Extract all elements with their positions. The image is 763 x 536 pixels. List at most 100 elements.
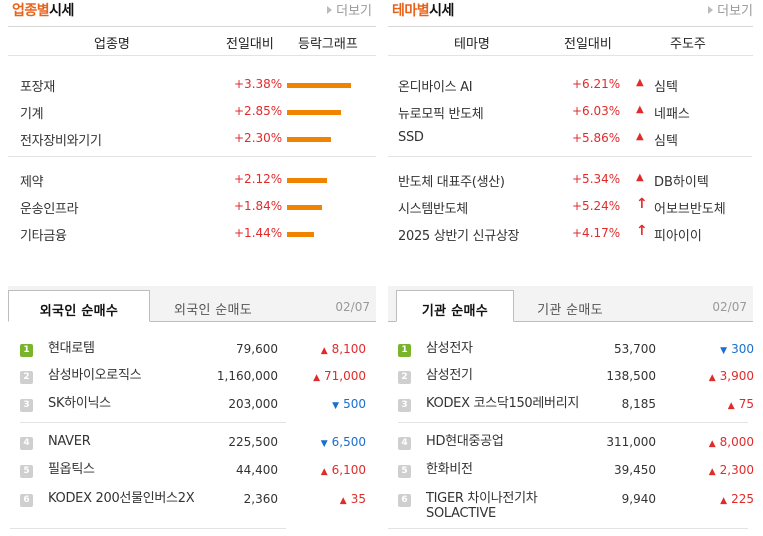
theme-rate: +6.21%: [572, 77, 621, 91]
industry-title[interactable]: 업종별시세: [12, 0, 74, 20]
change-value: 6,500: [331, 435, 366, 449]
theme-lead-stock[interactable]: 심텍: [654, 80, 678, 95]
industry-change-bar: [287, 137, 331, 142]
row-divider: [8, 156, 376, 157]
foreign-stock-name[interactable]: 현대로템: [48, 341, 95, 356]
institution-change: ▲ 225: [720, 492, 754, 506]
row-divider: [20, 422, 286, 423]
theme-row[interactable]: SSD +5.86% ▲ 심텍: [398, 128, 758, 152]
institution-row[interactable]: 6 TIGER 차이나전기차SOLACTIVE 9,940 ▲ 225: [398, 488, 754, 521]
triangle-right-icon: [708, 6, 714, 14]
institution-price: 39,450: [614, 463, 656, 477]
tab-foreign-buy[interactable]: 외국인 순매수: [8, 290, 150, 322]
rank-badge: 3: [398, 399, 411, 412]
institution-stock-name[interactable]: KODEX 코스닥150레버리지: [426, 396, 580, 411]
industry-row[interactable]: 운송인프라 +1.84%: [20, 196, 360, 220]
institution-price: 9,940: [621, 492, 656, 506]
row-divider: [10, 528, 286, 529]
tab-institution-sell[interactable]: 기관 순매도: [537, 303, 603, 318]
theme-lead-stock[interactable]: 심텍: [654, 134, 678, 149]
tab-institution-buy[interactable]: 기관 순매수: [396, 290, 514, 322]
theme-name[interactable]: 반도체 대표주(생산): [398, 175, 505, 190]
col-industry-name: 업종명: [94, 37, 130, 52]
theme-name[interactable]: 온디바이스 AI: [398, 80, 473, 95]
industry-row[interactable]: 기타금융 +1.44%: [20, 223, 360, 247]
industry-name[interactable]: 기계: [20, 107, 44, 122]
institution-row[interactable]: 3 KODEX 코스닥150레버리지 8,185 ▲ 75: [398, 393, 754, 419]
industry-row[interactable]: 기계 +2.85%: [20, 101, 360, 125]
industry-name[interactable]: 전자장비와기기: [20, 134, 102, 149]
theme-lead-stock[interactable]: 어보브반도체: [654, 202, 726, 217]
more-label: 더보기: [336, 4, 372, 19]
foreign-change: ▼ 500: [332, 397, 366, 411]
institution-date: 02/07: [712, 300, 747, 314]
foreign-row[interactable]: 2 삼성바이오로직스 1,160,000 ▲ 71,000: [20, 365, 370, 391]
industry-row[interactable]: 제약 +2.12%: [20, 169, 360, 193]
triangle-up-icon: ▲: [708, 439, 716, 449]
theme-row[interactable]: 2025 상반기 신규상장 +4.17% ↑ 피아이이: [398, 223, 758, 247]
industry-name[interactable]: 제약: [20, 175, 44, 190]
foreign-row[interactable]: 6 KODEX 200선물인버스2X 2,360 ▲ 35: [20, 488, 370, 514]
institution-stock-name[interactable]: TIGER 차이나전기차SOLACTIVE: [426, 491, 538, 521]
industry-more-link[interactable]: 더보기: [327, 0, 372, 19]
triangle-up-icon: ▲: [339, 496, 347, 506]
foreign-stock-name[interactable]: NAVER: [48, 434, 91, 449]
institution-price: 8,185: [621, 397, 656, 411]
foreign-stock-name[interactable]: KODEX 200선물인버스2X: [48, 491, 195, 506]
foreign-tabs: 외국인 순매수 외국인 순매도 02/07: [8, 286, 376, 322]
theme-more-link[interactable]: 더보기: [708, 0, 753, 19]
theme-lead-stock[interactable]: DB하이텍: [654, 175, 709, 190]
industry-name[interactable]: 기타금융: [20, 229, 67, 244]
theme-row[interactable]: 뉴로모픽 반도체 +6.03% ▲ 네패스: [398, 101, 758, 125]
theme-lead-stock[interactable]: 피아이이: [654, 229, 702, 244]
institution-row[interactable]: 4 HD현대중공업 311,000 ▲ 8,000: [398, 431, 754, 457]
institution-stock-name[interactable]: 삼성전기: [426, 368, 473, 383]
theme-row[interactable]: 시스템반도체 +5.24% ↑ 어보브반도체: [398, 196, 758, 220]
industry-name[interactable]: 운송인프라: [20, 202, 79, 217]
industry-name[interactable]: 포장재: [20, 80, 55, 95]
theme-header: 테마별시세 더보기: [386, 0, 763, 22]
institution-stock-name[interactable]: HD현대중공업: [426, 434, 504, 449]
theme-row[interactable]: 온디바이스 AI +6.21% ▲ 심텍: [398, 74, 758, 98]
rank-badge: 1: [398, 344, 411, 357]
institution-change: ▲ 2,300: [709, 463, 754, 477]
industry-rate: +1.84%: [234, 199, 283, 213]
institution-row[interactable]: 1 삼성전자 53,700 ▼ 300: [398, 338, 754, 364]
industry-change-bar: [287, 83, 351, 88]
col-theme-name: 테마명: [454, 37, 490, 52]
industry-change-bar: [287, 110, 341, 115]
row-divider: [388, 156, 752, 157]
triangle-up-icon: ▲: [313, 373, 320, 383]
theme-name[interactable]: 2025 상반기 신규상장: [398, 229, 520, 244]
foreign-price: 79,600: [236, 342, 278, 356]
theme-name[interactable]: 뉴로모픽 반도체: [398, 107, 484, 122]
foreign-row[interactable]: 4 NAVER 225,500 ▼ 6,500: [20, 431, 370, 457]
industry-row[interactable]: 포장재 +3.38%: [20, 74, 360, 98]
institution-row[interactable]: 5 한화비전 39,450 ▲ 2,300: [398, 459, 754, 485]
foreign-stock-name[interactable]: 삼성바이오로직스: [48, 368, 142, 383]
institution-stock-name[interactable]: 삼성전자: [426, 341, 473, 356]
industry-header: 업종별시세 더보기: [0, 0, 376, 22]
foreign-row[interactable]: 3 SK하이닉스 203,000 ▼ 500: [20, 393, 370, 419]
rank-badge: 5: [398, 465, 411, 478]
institution-row[interactable]: 2 삼성전기 138,500 ▲ 3,900: [398, 365, 754, 391]
foreign-change: ▲ 8,100: [321, 342, 366, 356]
row-divider: [398, 422, 748, 423]
foreign-row[interactable]: 5 필옵틱스 44,400 ▲ 6,100: [20, 459, 370, 485]
foreign-row[interactable]: 1 현대로템 79,600 ▲ 8,100: [20, 338, 370, 364]
theme-name[interactable]: 시스템반도체: [398, 202, 468, 217]
foreign-stock-name[interactable]: 필옵틱스: [48, 462, 95, 477]
theme-name[interactable]: SSD: [398, 130, 424, 145]
rank-badge: 6: [398, 494, 411, 507]
industry-row[interactable]: 전자장비와기기 +2.30%: [20, 128, 360, 152]
col-graph: 등락그래프: [298, 37, 358, 52]
theme-title[interactable]: 테마별시세: [392, 0, 454, 20]
institution-change: ▲ 75: [728, 397, 754, 411]
theme-row[interactable]: 반도체 대표주(생산) +5.34% ▲ DB하이텍: [398, 169, 758, 193]
institution-stock-name[interactable]: 한화비전: [426, 462, 473, 477]
change-value: 75: [738, 397, 754, 411]
theme-lead-stock[interactable]: 네패스: [654, 107, 690, 122]
foreign-price: 203,000: [228, 397, 278, 411]
foreign-stock-name[interactable]: SK하이닉스: [48, 396, 111, 411]
tab-foreign-sell[interactable]: 외국인 순매도: [174, 303, 252, 318]
